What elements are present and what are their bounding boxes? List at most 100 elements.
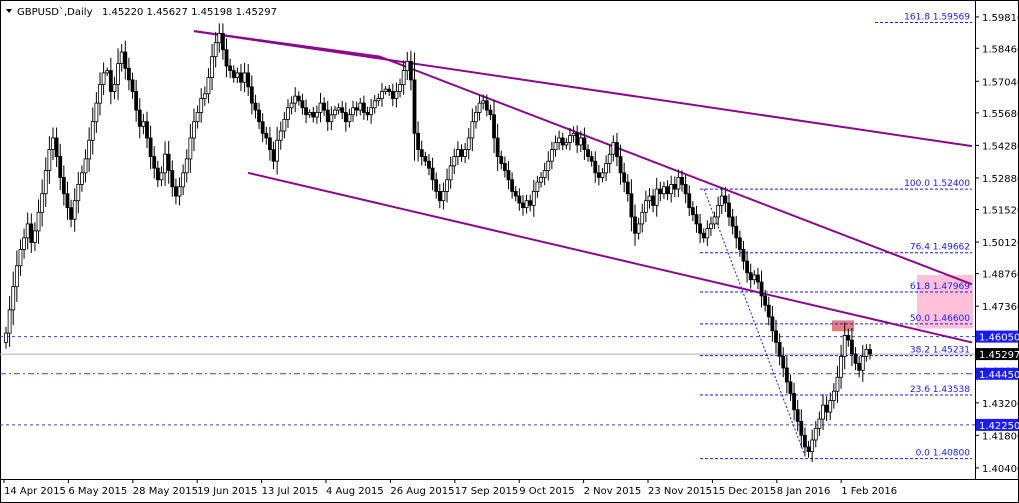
candle xyxy=(857,356,862,378)
candle-body xyxy=(806,446,811,453)
candle xyxy=(568,127,572,151)
candle-body xyxy=(278,130,283,141)
candle-body xyxy=(390,91,395,99)
candle xyxy=(4,326,8,349)
price-tag-label: 1.45297 xyxy=(979,350,1019,361)
candle xyxy=(210,43,214,91)
candle-body xyxy=(860,355,865,371)
candle xyxy=(676,169,681,198)
candle-body xyxy=(470,121,475,139)
candle xyxy=(275,126,280,175)
candle xyxy=(192,108,196,152)
candle-body xyxy=(267,137,272,150)
candle xyxy=(694,205,699,233)
candle-body xyxy=(398,84,402,92)
candle xyxy=(264,126,269,145)
supply-zones xyxy=(832,275,973,332)
candle-body xyxy=(108,70,113,92)
pink-target-zone xyxy=(917,275,973,329)
candle-body xyxy=(763,295,768,306)
y-tick-label: 1.57040 xyxy=(982,77,1019,88)
candle-body xyxy=(322,102,327,111)
candle xyxy=(427,154,431,176)
price-tag-box xyxy=(976,330,1018,343)
candle xyxy=(502,156,507,178)
candle xyxy=(430,157,435,191)
x-tick-label: 8 Jan 2016 xyxy=(777,486,831,497)
candle-body xyxy=(300,100,305,109)
candle-body xyxy=(25,223,30,239)
x-tick-label: 26 Aug 2015 xyxy=(390,486,454,497)
candle-body xyxy=(239,72,243,83)
candle xyxy=(239,64,243,91)
candle-body xyxy=(683,184,688,195)
candle-body xyxy=(770,316,775,332)
candle xyxy=(690,201,695,222)
candle xyxy=(278,121,283,150)
candle xyxy=(698,213,702,244)
candle xyxy=(11,271,16,325)
candle-body xyxy=(347,114,352,123)
candle-body xyxy=(712,216,717,225)
x-tick-label: 13 Jul 2015 xyxy=(262,486,319,497)
candle-body xyxy=(611,142,616,155)
y-tick-label: 1.40400 xyxy=(982,464,1019,475)
candle xyxy=(43,157,48,207)
candle xyxy=(166,141,171,184)
candle-body xyxy=(221,33,225,51)
candle-body xyxy=(701,232,706,239)
candle xyxy=(343,102,348,132)
candle xyxy=(369,98,374,124)
candle xyxy=(441,182,446,210)
candle-body xyxy=(416,132,421,150)
candle-body xyxy=(727,202,731,218)
candle xyxy=(76,171,81,214)
time-axis: 14 Apr 2015 6 May 2015 28 May 2015 19 Jun 2… xyxy=(3,479,897,497)
candle xyxy=(33,222,37,252)
candle-body xyxy=(351,107,355,116)
candle-body xyxy=(380,91,384,99)
candle-body xyxy=(11,286,16,311)
candle-body xyxy=(535,181,540,192)
candle xyxy=(267,126,272,161)
candle-body xyxy=(846,335,851,341)
candle-body xyxy=(90,121,95,141)
candle-body xyxy=(271,149,276,162)
candle xyxy=(571,126,576,143)
candle-body xyxy=(615,142,619,157)
candle-body xyxy=(228,65,233,71)
candle-body xyxy=(521,202,525,209)
candle xyxy=(680,170,684,192)
candle-body xyxy=(282,118,287,132)
candle-body xyxy=(633,216,637,234)
candle xyxy=(716,196,721,226)
candle xyxy=(792,382,796,421)
trend-line xyxy=(247,171,973,344)
candle-body xyxy=(76,184,81,202)
candle-body xyxy=(741,249,746,262)
candle-body xyxy=(127,67,131,81)
candle-body xyxy=(43,170,48,195)
candle-body xyxy=(383,88,388,92)
candle xyxy=(766,296,771,326)
candle xyxy=(651,189,655,213)
candle xyxy=(29,213,34,253)
axis-price-tag: 1.46050 xyxy=(976,330,1019,344)
candle-body xyxy=(604,163,609,174)
candle xyxy=(477,94,482,121)
candle xyxy=(253,94,258,119)
candle-body xyxy=(734,225,739,239)
candle xyxy=(221,23,225,60)
y-tick-label: 1.43200 xyxy=(982,399,1019,410)
candle-body xyxy=(716,204,721,218)
candle-body xyxy=(437,191,442,202)
candle-body xyxy=(492,114,496,139)
y-tick-label: 1.55680 xyxy=(982,109,1019,120)
candle xyxy=(575,125,580,153)
fib-label: 0.0 1.40800 xyxy=(916,449,971,459)
trend-line xyxy=(193,30,973,148)
dropdown-triangle-icon[interactable] xyxy=(6,9,12,13)
candle xyxy=(839,344,843,389)
